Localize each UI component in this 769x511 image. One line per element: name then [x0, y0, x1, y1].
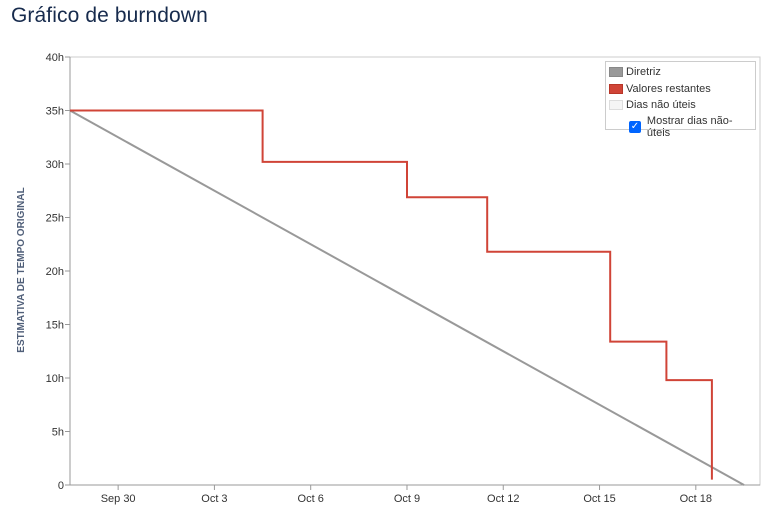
- y-tick-label: 40h: [46, 52, 64, 64]
- y-tick-label: 0: [58, 480, 64, 492]
- page-title: Gráfico de burndown: [11, 4, 208, 27]
- y-axis-label: ESTIMATIVA DE TEMPO ORIGINAL: [16, 187, 27, 352]
- legend-item-dias-nao-uteis[interactable]: Dias não úteis: [609, 98, 696, 112]
- x-tick-label: Oct 15: [583, 493, 615, 505]
- y-tick-label: 35h: [46, 106, 64, 118]
- y-tick-label: 25h: [46, 213, 64, 225]
- legend-swatch-diretriz: [609, 67, 623, 77]
- series-line-valores-restantes: [70, 109, 713, 480]
- y-tick-label: 30h: [46, 159, 64, 171]
- y-tick-label: 5h: [52, 427, 64, 439]
- checkbox-checked-icon[interactable]: ✓: [629, 121, 641, 133]
- x-tick-label: Oct 3: [201, 493, 227, 505]
- y-tick-label: 10h: [46, 373, 64, 385]
- show-non-working-days-label: Mostrar dias não-úteis: [646, 115, 733, 139]
- legend-label-dias-nao-uteis: Dias não úteis: [626, 99, 696, 111]
- x-tick-label: Oct 18: [680, 493, 712, 505]
- y-tick-label: 20h: [46, 266, 64, 278]
- legend-label-diretriz: Diretriz: [626, 66, 661, 78]
- legend-swatch-dias-nao-uteis: [609, 100, 623, 110]
- legend-label-valores-restantes: Valores restantes: [626, 83, 711, 95]
- x-tick-label: Oct 12: [487, 493, 519, 505]
- show-non-working-days-toggle[interactable]: ✓ Mostrar dias não-úteis: [629, 115, 755, 139]
- series-line-diretriz: [69, 109, 745, 486]
- chart-legend: Diretriz Valores restantes Dias não útei…: [605, 61, 756, 139]
- x-tick-label: Oct 9: [394, 493, 420, 505]
- y-tick-label: 15h: [46, 320, 64, 332]
- legend-item-valores-restantes[interactable]: Valores restantes: [609, 82, 711, 96]
- x-tick-label: Oct 6: [298, 493, 324, 505]
- legend-item-diretriz[interactable]: Diretriz: [609, 65, 661, 79]
- legend-swatch-valores-restantes: [609, 84, 623, 94]
- x-tick-label: Sep 30: [101, 493, 136, 505]
